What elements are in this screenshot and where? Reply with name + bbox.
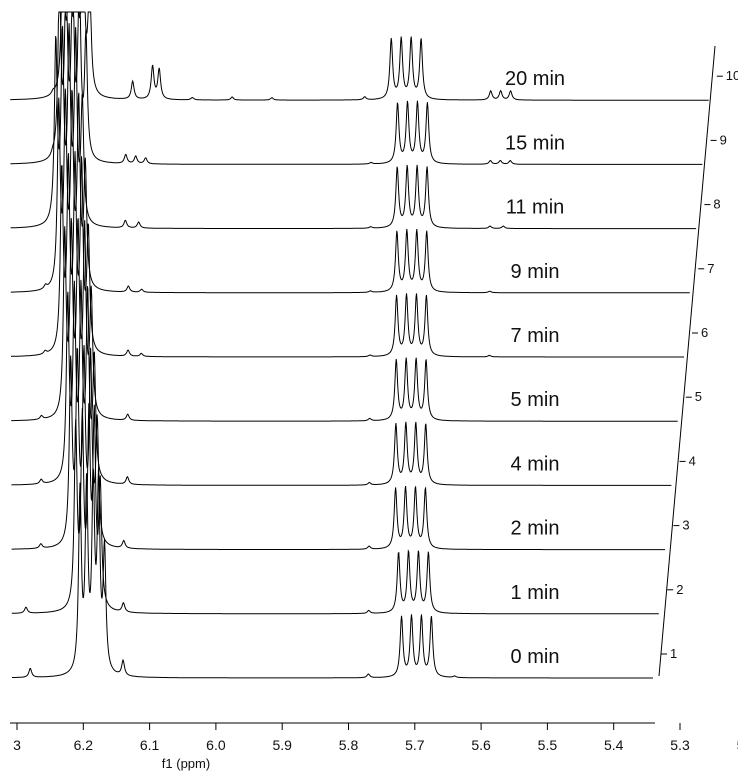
time-label: 0 min <box>511 646 560 668</box>
series-index-label: 1 <box>670 646 677 661</box>
spectrum-trace <box>10 88 690 294</box>
x-axis-title: f1 (ppm) <box>162 756 210 771</box>
time-label: 20 min <box>505 68 565 90</box>
series-index-label: 4 <box>689 453 696 468</box>
spectrum-trace <box>11 403 659 615</box>
x-tick-label: 5.3 <box>670 737 690 753</box>
series-index-label: 3 <box>682 518 689 533</box>
time-label: 4 min <box>511 453 560 475</box>
x-tick-label: 5.9 <box>272 737 292 753</box>
series-index-label: 10 <box>726 68 738 83</box>
series-index-label: 8 <box>713 197 720 212</box>
x-tick-label: 5.4 <box>604 737 624 753</box>
index-axis: 1 2 3 4 5 6 7 8 9 10 <box>658 45 738 677</box>
x-tick-label: 6.2 <box>74 737 94 753</box>
series-index-label: 5 <box>695 389 702 404</box>
spectrum-trace <box>11 345 666 551</box>
spectrum-trace <box>11 218 678 422</box>
time-label: 7 min <box>511 325 560 347</box>
series-index-label: 6 <box>701 325 708 340</box>
spectrum-trace <box>11 151 684 358</box>
spectrum-trace <box>10 11 709 101</box>
spectra-traces <box>10 11 709 679</box>
spectrum-trace <box>11 279 672 486</box>
x-tick-label: 6.0 <box>206 737 226 753</box>
time-label: 2 min <box>511 518 560 540</box>
spectrum-trace <box>12 468 653 679</box>
x-tick-label: 5.7 <box>405 737 425 753</box>
time-label: 5 min <box>511 389 560 411</box>
time-labels: 0 min 1 min 2 min 4 min 5 min 7 min 9 min 11 mi… <box>505 68 565 668</box>
time-label: 15 min <box>505 132 565 154</box>
x-tick-label: 6.1 <box>140 737 160 753</box>
x-axis: 36.26.16.05.95.85.75.65.55.45.35.25.15.0 <box>10 722 738 753</box>
time-label: 9 min <box>511 261 560 283</box>
spectrum-trace <box>10 23 697 230</box>
series-index-label: 2 <box>676 582 683 597</box>
x-tick-label: 5.5 <box>538 737 558 753</box>
series-index-label: 7 <box>707 261 714 276</box>
x-tick-label: 5.6 <box>471 737 491 753</box>
time-label: 1 min <box>511 582 560 604</box>
x-tick-label: 5.8 <box>339 737 359 753</box>
time-label: 11 min <box>506 197 565 219</box>
x-tick-label: 3 <box>13 737 21 753</box>
x-tick-label: 5.2 <box>737 737 738 753</box>
series-index-label: 9 <box>720 132 727 147</box>
index-axis-line <box>658 45 716 677</box>
spectrum-trace <box>10 11 703 165</box>
